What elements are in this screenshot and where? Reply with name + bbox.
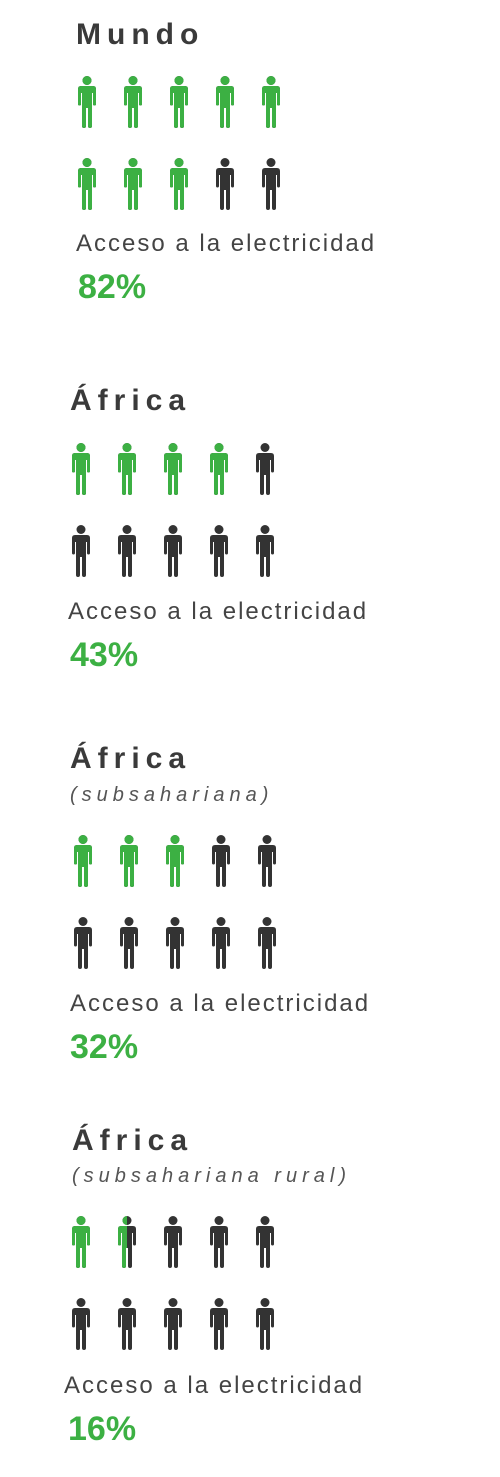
icon-row-1 bbox=[76, 76, 316, 130]
person-icon-empty bbox=[162, 1298, 184, 1350]
person-icon-filled bbox=[122, 76, 144, 128]
person-icon-empty bbox=[118, 917, 140, 969]
person-icon-empty bbox=[164, 917, 186, 969]
person-icon-empty bbox=[210, 917, 232, 969]
icon-row-2 bbox=[76, 158, 316, 212]
person-icon-filled bbox=[260, 76, 282, 128]
person-icon-filled bbox=[70, 443, 92, 495]
icon-row-1 bbox=[70, 443, 310, 497]
person-icon-empty bbox=[254, 1216, 276, 1268]
icon-row-1 bbox=[70, 1216, 310, 1270]
icon-row-1 bbox=[72, 835, 312, 889]
group-subtitle: (subsahariana rural) bbox=[72, 1165, 351, 1187]
person-icon-filled bbox=[116, 443, 138, 495]
percentage-value: 16% bbox=[68, 1410, 137, 1448]
group-title: África bbox=[70, 384, 192, 417]
electricity-access-label: Acceso a la electricidad bbox=[68, 598, 369, 625]
group-subtitle: (subsahariana) bbox=[70, 784, 274, 806]
electricity-access-label: Acceso a la electricidad bbox=[70, 990, 371, 1017]
person-icon-empty bbox=[72, 917, 94, 969]
person-icon-empty bbox=[116, 525, 138, 577]
person-icon-filled bbox=[214, 76, 236, 128]
person-icon-filled bbox=[122, 158, 144, 210]
person-icon-empty bbox=[256, 835, 278, 887]
person-icon-partial bbox=[116, 1216, 138, 1268]
person-icon-empty bbox=[214, 158, 236, 210]
person-icon-empty bbox=[116, 1298, 138, 1350]
person-icon-empty bbox=[162, 525, 184, 577]
percentage-value: 43% bbox=[70, 636, 139, 674]
person-icon-empty bbox=[260, 158, 282, 210]
person-icon-filled bbox=[164, 835, 186, 887]
icon-row-2 bbox=[72, 917, 312, 971]
person-icon-empty bbox=[254, 443, 276, 495]
person-icon-empty bbox=[254, 525, 276, 577]
person-icon-filled bbox=[208, 443, 230, 495]
person-icon-empty bbox=[208, 1216, 230, 1268]
person-icon-empty bbox=[208, 525, 230, 577]
person-icon-empty bbox=[210, 835, 232, 887]
person-icon-empty bbox=[208, 1298, 230, 1350]
group-title: África bbox=[72, 1124, 194, 1157]
person-icon-filled bbox=[162, 443, 184, 495]
person-icon-empty bbox=[162, 1216, 184, 1268]
icon-row-2 bbox=[70, 1298, 310, 1352]
person-icon-empty bbox=[256, 917, 278, 969]
electricity-access-label: Acceso a la electricidad bbox=[64, 1372, 365, 1399]
icon-row-2 bbox=[70, 525, 310, 579]
person-icon-empty bbox=[70, 525, 92, 577]
percentage-value: 32% bbox=[70, 1028, 139, 1066]
person-icon-filled bbox=[72, 835, 94, 887]
group-title: Mundo bbox=[76, 18, 205, 51]
person-icon-filled bbox=[168, 158, 190, 210]
group-title: África bbox=[70, 742, 192, 775]
person-icon-filled bbox=[76, 158, 98, 210]
percentage-value: 82% bbox=[78, 268, 147, 306]
person-icon-filled bbox=[168, 76, 190, 128]
person-icon-filled bbox=[70, 1216, 92, 1268]
person-icon-empty bbox=[254, 1298, 276, 1350]
person-icon-filled bbox=[118, 835, 140, 887]
electricity-access-label: Acceso a la electricidad bbox=[76, 230, 377, 257]
person-icon-filled bbox=[76, 76, 98, 128]
person-icon-empty bbox=[70, 1298, 92, 1350]
